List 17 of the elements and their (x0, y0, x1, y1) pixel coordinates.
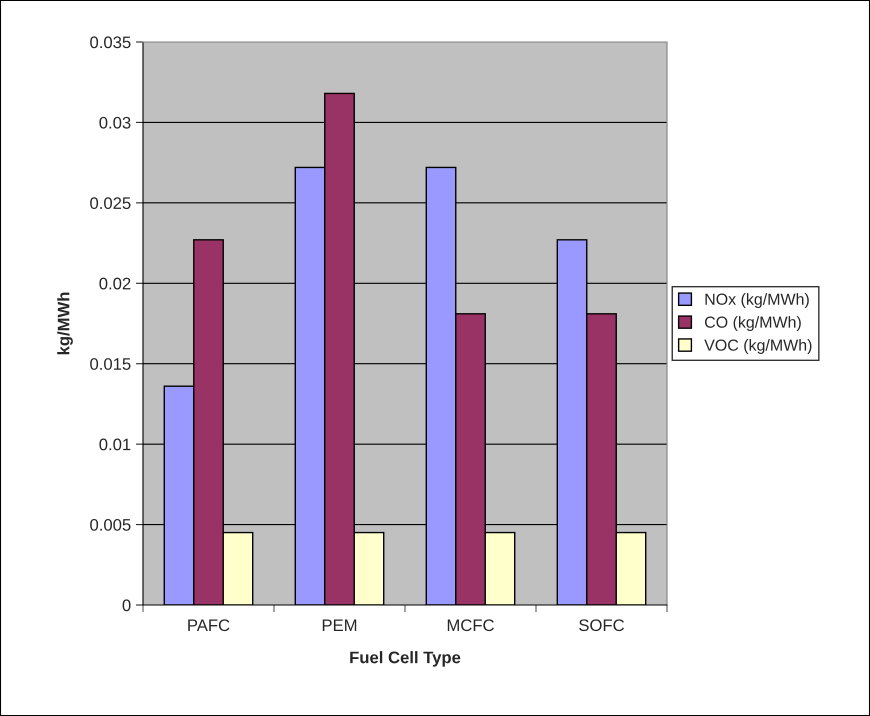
y-tick-label: 0 (122, 599, 131, 612)
legend-label: NOx (kg/MWh) (705, 293, 809, 308)
legend-label: CO (kg/MWh) (704, 316, 801, 331)
x-tick-label: PAFC (188, 619, 230, 632)
y-tick-label: 0.02 (99, 278, 130, 290)
y-tick-label: 0.01 (99, 438, 130, 450)
x-axis-title: Fuel Cell Type (350, 651, 460, 667)
y-axis-title: kg/MWh (57, 292, 73, 354)
y-tick-label: 0.015 (90, 358, 130, 370)
y-tick-label: 0.035 (90, 36, 130, 48)
y-tick-label: 0.03 (99, 116, 130, 129)
y-tick-label: 0.025 (90, 197, 130, 210)
x-tick-label: MCFC (448, 619, 494, 632)
legend-label: VOC (kg/MWh) (704, 339, 812, 354)
x-tick-label: SOFC (579, 619, 624, 632)
x-tick-label: PEM (322, 620, 356, 631)
y-tick-label: 0.005 (90, 518, 130, 531)
